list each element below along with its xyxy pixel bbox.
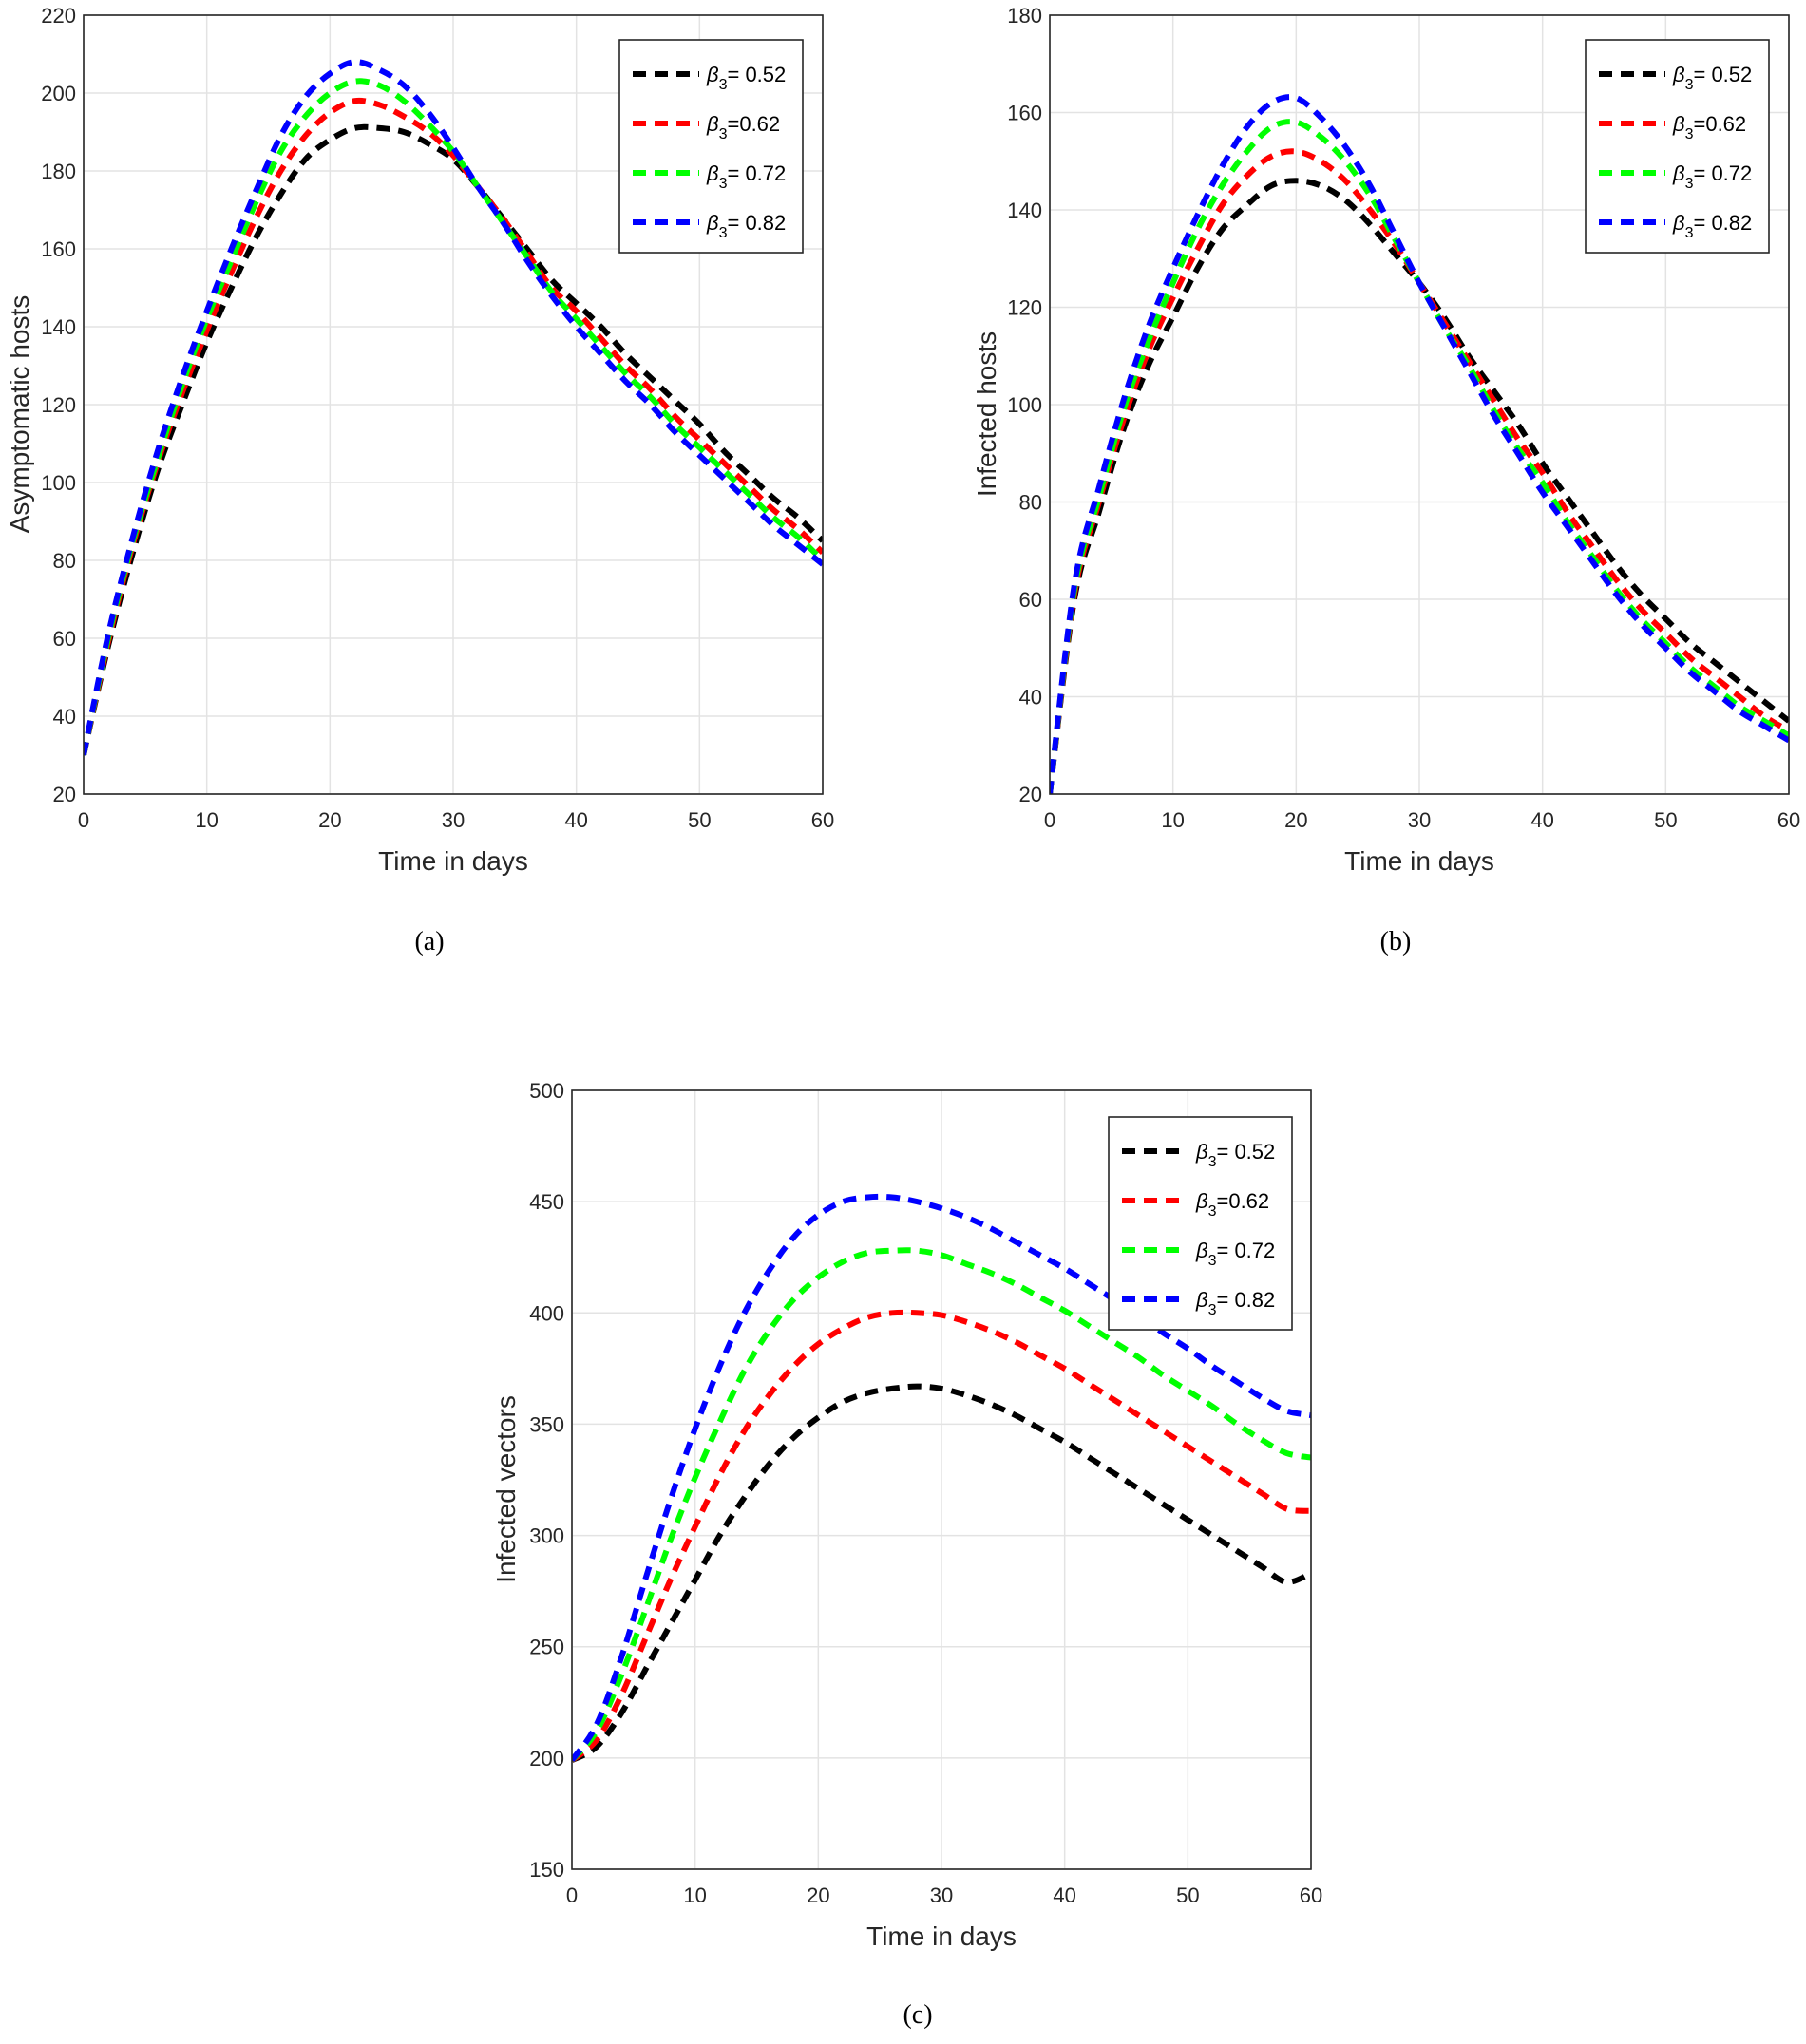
series-line-1 (572, 1383, 1311, 1763)
plot-frame (1049, 14, 1790, 795)
y-tick-label: 20 (53, 783, 76, 806)
x-tick-label: 30 (930, 1883, 953, 1907)
series-line-2 (572, 1309, 1311, 1763)
legend-label-3: β3= 0.72 (706, 161, 786, 192)
series-line-1 (1050, 178, 1789, 794)
x-tick-label: 20 (807, 1883, 829, 1907)
legend-label-2: β3=0.62 (1195, 1189, 1269, 1220)
x-tick-label: 50 (1176, 1883, 1199, 1907)
x-tick-label: 50 (688, 808, 711, 832)
x-tick-label: 60 (811, 808, 834, 832)
x-tick-label: 40 (1530, 808, 1553, 832)
legend-label-2: β3=0.62 (706, 112, 780, 142)
x-axis-label: Time in days (378, 846, 528, 876)
chart-panel-a: 0 10 20 30 40 50 60 20 40 60 80 100 120 140 160 180 200 2… (5, 4, 834, 956)
panel-label: (b) (1380, 927, 1412, 956)
x-tick-label: 50 (1654, 808, 1677, 832)
y-tick-label: 160 (1007, 102, 1042, 125)
x-tick-label: 30 (442, 808, 465, 832)
y-tick-label: 500 (529, 1079, 564, 1103)
legend-label-1: β3= 0.52 (1672, 63, 1752, 93)
y-tick-label: 300 (529, 1524, 564, 1548)
y-tick-label: 220 (41, 4, 76, 28)
y-tick-label: 140 (1007, 199, 1042, 222)
legend-label-3: β3= 0.72 (1672, 161, 1752, 192)
chart-panel-b: 0 10 20 30 40 50 60 20 40 60 80 100 120 140 160 180 Time… (972, 4, 1800, 956)
x-axis-label: Time in days (866, 1921, 1017, 1951)
legend-box (618, 39, 804, 254)
y-tick-label: 250 (529, 1636, 564, 1659)
x-axis-label: Time in days (1344, 846, 1494, 876)
legend: β3= 0.52 β3=0.62 β3= 0.72 β3= 0.82 (618, 39, 804, 254)
y-tick-label: 150 (529, 1858, 564, 1882)
x-tick-label: 0 (1044, 808, 1055, 832)
series-line-4 (572, 1193, 1311, 1762)
x-tick-label: 40 (564, 808, 587, 832)
x-tick-label: 60 (1777, 808, 1800, 832)
series-line-3 (84, 78, 823, 756)
y-axis-label: Infected vectors (491, 1395, 521, 1583)
series-group (572, 1193, 1311, 1763)
y-tick-label: 60 (1019, 588, 1042, 612)
legend-label-2: β3=0.62 (1672, 112, 1746, 142)
legend-box (1585, 39, 1770, 254)
series-line-1 (84, 123, 823, 756)
y-tick-label: 20 (1019, 783, 1042, 806)
x-tick-label: 30 (1408, 808, 1431, 832)
panel-label: (a) (414, 927, 444, 956)
y-tick-label: 120 (1007, 296, 1042, 320)
x-tick-label: 0 (566, 1883, 578, 1907)
plot-frame (83, 14, 824, 795)
series-line-4 (84, 59, 823, 756)
y-tick-label: 60 (53, 627, 76, 651)
x-tick-label: 0 (78, 808, 89, 832)
x-tick-label: 60 (1300, 1883, 1322, 1907)
y-tick-label: 450 (529, 1190, 564, 1214)
legend-box (1108, 1116, 1293, 1331)
x-tick-label: 20 (1284, 808, 1307, 832)
y-tick-label: 40 (1019, 686, 1042, 710)
panel-label: (c) (903, 2000, 932, 2030)
y-tick-label: 140 (41, 315, 76, 339)
legend-label-3: β3= 0.72 (1195, 1239, 1275, 1269)
series-group (1050, 94, 1789, 794)
series-group (84, 59, 823, 756)
series-line-3 (572, 1247, 1311, 1763)
y-tick-label: 350 (529, 1412, 564, 1436)
legend: β3= 0.52 β3=0.62 β3= 0.72 β3= 0.82 (1108, 1116, 1293, 1331)
y-tick-label: 400 (529, 1301, 564, 1325)
legend-label-1: β3= 0.52 (1195, 1140, 1275, 1170)
series-line-2 (1050, 148, 1789, 794)
legend-label-4: β3= 0.82 (1672, 211, 1752, 241)
x-tick-label: 10 (1161, 808, 1184, 832)
chart-panel-c: 0 10 20 30 40 50 60 150 200 250 300 350 400 450 500 Tim… (491, 1079, 1322, 2030)
plot-frame (571, 1089, 1312, 1870)
y-tick-label: 160 (41, 237, 76, 261)
legend-label-4: β3= 0.82 (1195, 1288, 1275, 1318)
x-tick-label: 40 (1053, 1883, 1075, 1907)
y-axis-label: Asymptomatic hosts (5, 295, 34, 534)
y-tick-label: 180 (1007, 4, 1042, 28)
legend-label-4: β3= 0.82 (706, 211, 786, 241)
y-axis-label: Infected hosts (972, 331, 1001, 497)
y-tick-label: 180 (41, 160, 76, 183)
series-line-4 (1050, 94, 1789, 794)
y-tick-label: 40 (53, 705, 76, 729)
y-tick-label: 200 (41, 82, 76, 105)
y-tick-label: 200 (529, 1747, 564, 1770)
legend: β3= 0.52 β3=0.62 β3= 0.72 β3= 0.82 (1585, 39, 1770, 254)
x-tick-label: 10 (195, 808, 218, 832)
y-tick-label: 100 (41, 471, 76, 495)
legend-label-1: β3= 0.52 (706, 63, 786, 93)
y-tick-label: 80 (1019, 491, 1042, 515)
x-tick-label: 20 (318, 808, 341, 832)
y-tick-label: 100 (1007, 393, 1042, 417)
y-tick-label: 120 (41, 393, 76, 417)
y-tick-label: 80 (53, 549, 76, 573)
x-tick-label: 10 (683, 1883, 706, 1907)
